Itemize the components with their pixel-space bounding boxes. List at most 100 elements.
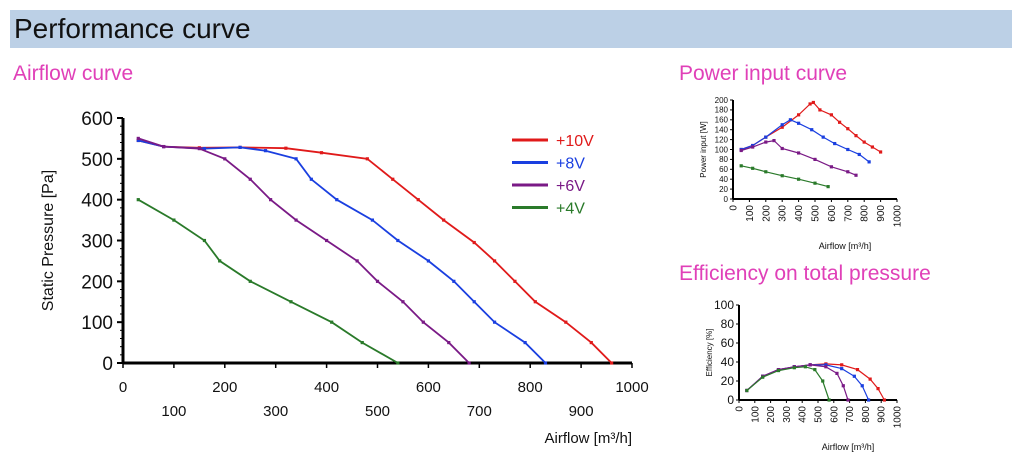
airflow-data-point [589, 340, 593, 345]
airflow-data-point [325, 238, 329, 243]
airflow-y-tick-label: 500 [81, 150, 113, 171]
airflow-data-point [294, 157, 298, 161]
power-data-point [833, 141, 837, 146]
airflow-data-point [442, 218, 446, 222]
airflow-data-point [426, 259, 430, 263]
efficiency-x-tick-label: 300 [782, 406, 793, 423]
power-data-point [854, 134, 858, 138]
power-data-point [764, 140, 768, 144]
power-data-point [797, 121, 801, 125]
airflow-data-point [375, 279, 380, 283]
airflow-data-point [223, 157, 227, 161]
power-y-tick-label: 60 [719, 165, 728, 174]
header-bar: Performance curve [10, 10, 1012, 48]
efficiency-series-line-plus8V [746, 364, 870, 401]
efficiency-data-point [824, 365, 828, 369]
efficiency-data-point [855, 368, 860, 372]
power-data-point [846, 170, 850, 174]
power-y-axis-title: Power input [W] [699, 121, 708, 177]
efficiency-x-tick-label: 100 [750, 406, 761, 423]
power-data-point [739, 148, 743, 153]
power-data-point [764, 135, 768, 139]
airflow-data-point [472, 240, 476, 245]
airflow-data-point [533, 300, 537, 304]
airflow-data-point [564, 320, 568, 324]
airflow-x-tick-label: 900 [569, 403, 594, 420]
airflow-legend-label: +4V [556, 201, 585, 218]
efficiency-x-tick-label: 0 [735, 406, 746, 412]
efficiency-y-axis-title: Efficiency [%] [705, 329, 714, 377]
efficiency-data-point [821, 379, 825, 383]
power-data-point [797, 177, 801, 181]
airflow-series-line-plus10V [138, 139, 613, 364]
efficiency-data-point [852, 374, 856, 378]
airflow-y-axis-title: Static Pressure [Pa] [40, 170, 57, 311]
power-section-title: Power input curve [679, 62, 848, 85]
efficiency-data-point [840, 367, 844, 371]
airflow-data-point [523, 340, 527, 345]
power-x-axis-title: Airflow [m³/h] [819, 241, 872, 251]
airflow-x-tick-label: 700 [467, 403, 492, 420]
power-x-tick-label: 500 [811, 205, 822, 222]
airflow-data-point [202, 147, 207, 151]
power-data-point [846, 127, 850, 131]
airflow-data-point [248, 177, 252, 181]
power-series-line-plus6V [741, 139, 857, 176]
power-y-tick-label: 80 [719, 155, 728, 164]
airflow-data-point [238, 145, 242, 149]
airflow-legend-label: +8V [556, 156, 585, 173]
airflow-x-tick-label: 200 [212, 379, 237, 396]
efficiency-data-point [776, 368, 781, 373]
power-data-point [780, 125, 784, 129]
airflow-y-tick-label: 100 [81, 313, 113, 334]
efficiency-x-tick-label: 500 [814, 406, 825, 423]
airflow-y-tick-label: 300 [81, 232, 113, 253]
airflow-data-point [391, 177, 395, 181]
airflow-data-point [360, 340, 364, 345]
efficiency-x-axis-title: Airflow [m³/h] [822, 442, 875, 452]
power-data-point [857, 152, 861, 157]
efficiency-data-point [846, 398, 850, 402]
airflow-data-point [401, 300, 405, 304]
power-x-tick-label: 1000 [893, 205, 904, 228]
power-data-point [797, 151, 801, 155]
airflow-data-point [136, 138, 140, 143]
airflow-x-axis-title: Airflow [m³/h] [544, 430, 632, 447]
efficiency-data-point [827, 398, 831, 402]
airflow-series-line-plus8V [138, 139, 547, 364]
power-data-point [797, 113, 801, 117]
efficiency-data-point [835, 371, 839, 375]
power-y-tick-label: 140 [715, 126, 729, 135]
power-series-line-plus10V [741, 101, 881, 153]
airflow-data-point [365, 157, 369, 161]
airflow-data-point [289, 300, 293, 304]
power-series-line-plus8V [741, 119, 870, 163]
airflow-x-tick-label: 1000 [615, 379, 648, 396]
airflow-data-point [309, 177, 313, 181]
power-x-tick-label: 800 [860, 205, 871, 222]
power-data-point [818, 108, 822, 112]
power-x-tick-label: 200 [761, 205, 772, 222]
efficiency-series-line-plus6V [746, 364, 849, 401]
efficiency-data-point [840, 363, 844, 367]
power-data-point [739, 164, 743, 168]
power-y-tick-label: 20 [719, 185, 728, 194]
airflow-data-point [162, 144, 166, 149]
efficiency-y-tick-label: 0 [727, 393, 734, 407]
airflow-data-point [172, 218, 176, 222]
airflow-legend-label: +6V [556, 178, 585, 195]
power-data-point [810, 128, 814, 132]
efficiency-data-point [876, 387, 880, 391]
power-data-point [780, 174, 784, 178]
power-y-tick-label: 200 [715, 96, 729, 105]
power-y-tick-label: 100 [715, 145, 729, 154]
efficiency-y-tick-label: 80 [721, 317, 735, 331]
airflow-data-point [294, 218, 298, 222]
airflow-data-point [421, 320, 425, 324]
power-data-point [846, 147, 850, 152]
power-data-point [808, 102, 812, 106]
page-title: Performance curve [14, 13, 251, 44]
efficiency-data-point [868, 377, 872, 381]
airflow-data-point [319, 151, 324, 155]
airflow-data-point [136, 136, 140, 141]
